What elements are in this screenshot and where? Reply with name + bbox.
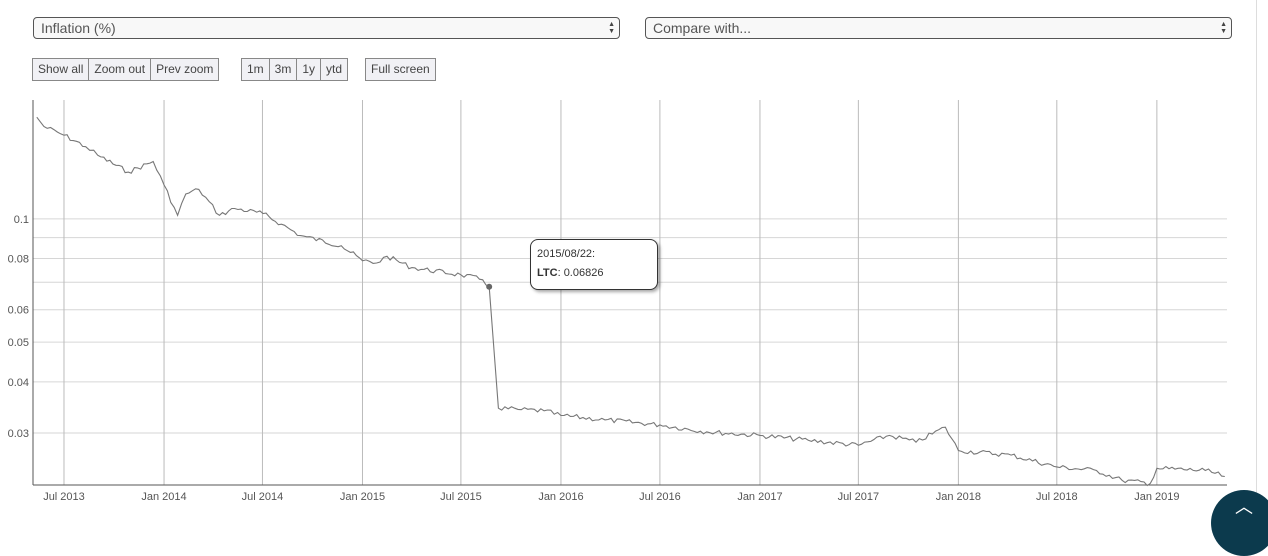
- x-tick-label: Jul 2015: [440, 491, 482, 503]
- x-tick-label: Jan 2017: [737, 491, 782, 503]
- range-ytd-button[interactable]: ytd: [320, 58, 349, 81]
- zoom-button-group: Show all Zoom out Prev zoom: [32, 58, 220, 81]
- range-3m-button[interactable]: 3m: [268, 58, 298, 81]
- x-tick-label: Jan 2018: [936, 491, 981, 503]
- page-scrollbar[interactable]: [1256, 0, 1268, 512]
- compare-select[interactable]: Compare with... ▲ ▼: [645, 17, 1232, 39]
- chevron-up-icon: ︿: [1235, 497, 1253, 517]
- up-down-arrows-icon: ▲ ▼: [608, 21, 615, 35]
- metric-select-value: Inflation (%): [41, 20, 116, 36]
- chart-tooltip: 2015/08/22: LTC: 0.06826: [530, 239, 658, 290]
- x-tick-label: Jan 2016: [538, 491, 583, 503]
- x-tick-label: Jul 2018: [1036, 491, 1078, 503]
- show-all-button[interactable]: Show all: [32, 58, 90, 81]
- scroll-to-top-button[interactable]: ︿: [1211, 490, 1268, 556]
- prev-zoom-button[interactable]: Prev zoom: [150, 58, 220, 81]
- range-1y-button[interactable]: 1y: [296, 58, 322, 81]
- up-down-arrows-icon: ▲ ▼: [1220, 21, 1227, 35]
- tooltip-series: LTC: [537, 267, 558, 279]
- x-tick-label: Jan 2019: [1134, 491, 1179, 503]
- x-tick-label: Jan 2014: [141, 491, 186, 503]
- x-tick-label: Jul 2013: [43, 491, 85, 503]
- full-screen-button[interactable]: Full screen: [365, 58, 436, 81]
- y-tick-label: 0.05: [8, 337, 29, 349]
- y-tick-label: 0.1: [14, 214, 29, 226]
- x-tick-label: Jan 2015: [340, 491, 385, 503]
- y-tick-label: 0.08: [8, 254, 29, 266]
- range-1m-button[interactable]: 1m: [241, 58, 270, 81]
- tooltip-value: : 0.06826: [557, 267, 604, 279]
- x-tick-label: Jul 2017: [838, 491, 880, 503]
- range-button-group: 1m 3m 1y ytd: [241, 58, 349, 81]
- series-line-ltc: [36, 116, 1225, 487]
- y-tick-label: 0.03: [8, 428, 29, 440]
- highlight-point: [486, 283, 493, 290]
- x-tick-label: Jul 2014: [242, 491, 284, 503]
- metric-select[interactable]: Inflation (%) ▲ ▼: [33, 17, 620, 39]
- y-tick-label: 0.06: [8, 305, 29, 317]
- tooltip-date: 2015/08/22:: [537, 248, 596, 260]
- y-tick-label: 0.04: [8, 377, 29, 389]
- compare-select-value: Compare with...: [653, 20, 752, 36]
- x-tick-label: Jul 2016: [639, 491, 681, 503]
